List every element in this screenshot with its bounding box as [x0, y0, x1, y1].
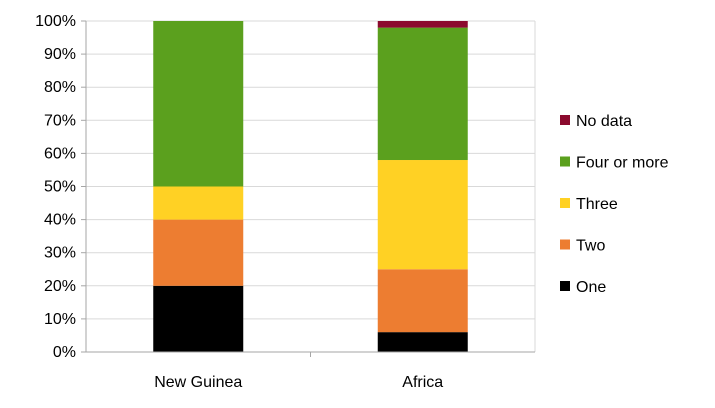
legend-label: Two — [576, 238, 605, 255]
bars — [153, 21, 468, 352]
legend-label: Four or more — [576, 155, 669, 172]
bar-segment — [377, 27, 468, 161]
legend-label: Three — [576, 196, 618, 213]
bar-segment — [153, 285, 244, 352]
y-tick-label: 10% — [44, 311, 76, 328]
x-tick-label: New Guinea — [154, 374, 242, 391]
y-tick-label: 40% — [44, 212, 76, 229]
legend: No data Four or more Three Two One — [560, 113, 669, 296]
legend-swatch — [560, 156, 570, 167]
y-tick-label: 100% — [35, 13, 76, 30]
bar-segment — [377, 21, 468, 28]
y-tick-label: 50% — [44, 179, 76, 196]
y-tick-label: 60% — [44, 145, 76, 162]
legend-swatch — [560, 239, 570, 250]
legend-swatch — [560, 281, 570, 291]
bar-segment — [153, 186, 244, 220]
x-tick-label: Africa — [402, 374, 443, 391]
legend-label: One — [576, 279, 606, 296]
legend-label: No data — [576, 113, 632, 130]
y-tick-label: 70% — [44, 112, 76, 129]
y-tick-label: 20% — [44, 278, 76, 295]
bar-segment — [377, 332, 468, 352]
axes: 0% 10% 20% 30% 40% 50% 60% 70% 80% 90% 100% New Gui… — [35, 13, 535, 391]
y-tick-label: 30% — [44, 245, 76, 262]
y-tick-label: 0% — [53, 344, 76, 361]
bar-segment — [377, 269, 468, 333]
bar-segment — [153, 219, 244, 286]
y-tick-label: 90% — [44, 46, 76, 63]
legend-swatch — [560, 115, 570, 125]
y-tick-label: 80% — [44, 79, 76, 96]
bar-segment — [153, 21, 244, 187]
bar-segment — [377, 160, 468, 270]
legend-swatch — [560, 198, 570, 208]
